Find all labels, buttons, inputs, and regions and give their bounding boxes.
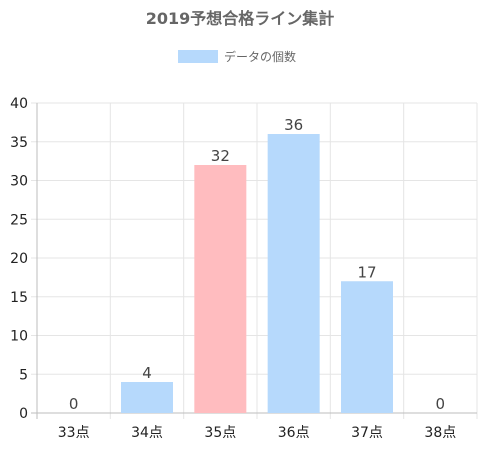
y-tick-label: 5 (19, 367, 28, 383)
y-axis-ticks: 0 5 10 15 20 25 30 35 40 (10, 96, 28, 422)
x-tick-label: 38点 (424, 425, 456, 441)
legend[interactable]: データの個数 (178, 49, 296, 64)
x-axis-ticks: 33点 34点 35点 36点 37点 38点 (58, 425, 456, 441)
x-tick-label: 33点 (58, 425, 90, 441)
data-labels: 0 4 32 36 17 0 (69, 116, 445, 413)
y-tick-label: 30 (10, 174, 28, 190)
bar[interactable] (341, 281, 393, 413)
x-tick-label: 36点 (278, 425, 310, 441)
x-tick-label: 37点 (351, 425, 383, 441)
x-tick-label: 35点 (204, 425, 236, 441)
data-label: 4 (142, 364, 152, 382)
bar[interactable] (121, 382, 173, 413)
data-label: 0 (69, 395, 79, 413)
grid-lines (31, 102, 478, 419)
y-tick-label: 0 (19, 406, 28, 422)
y-tick-label: 40 (10, 96, 28, 112)
x-tick-label: 34点 (131, 425, 163, 441)
y-tick-label: 20 (10, 251, 28, 267)
bars (121, 134, 393, 413)
data-label: 17 (357, 263, 376, 281)
y-tick-label: 25 (10, 212, 28, 228)
y-tick-label: 10 (10, 329, 28, 345)
axes (31, 103, 477, 419)
y-tick-label: 15 (10, 290, 28, 306)
bar[interactable] (194, 165, 247, 413)
bar[interactable] (267, 134, 320, 413)
data-label: 0 (436, 395, 446, 413)
data-label: 32 (211, 147, 230, 165)
legend-label: データの個数 (224, 49, 296, 64)
chart-title: 2019予想合格ライン集計 (146, 9, 335, 28)
data-label: 36 (284, 116, 303, 134)
y-tick-label: 35 (10, 135, 28, 151)
legend-swatch (178, 50, 218, 63)
